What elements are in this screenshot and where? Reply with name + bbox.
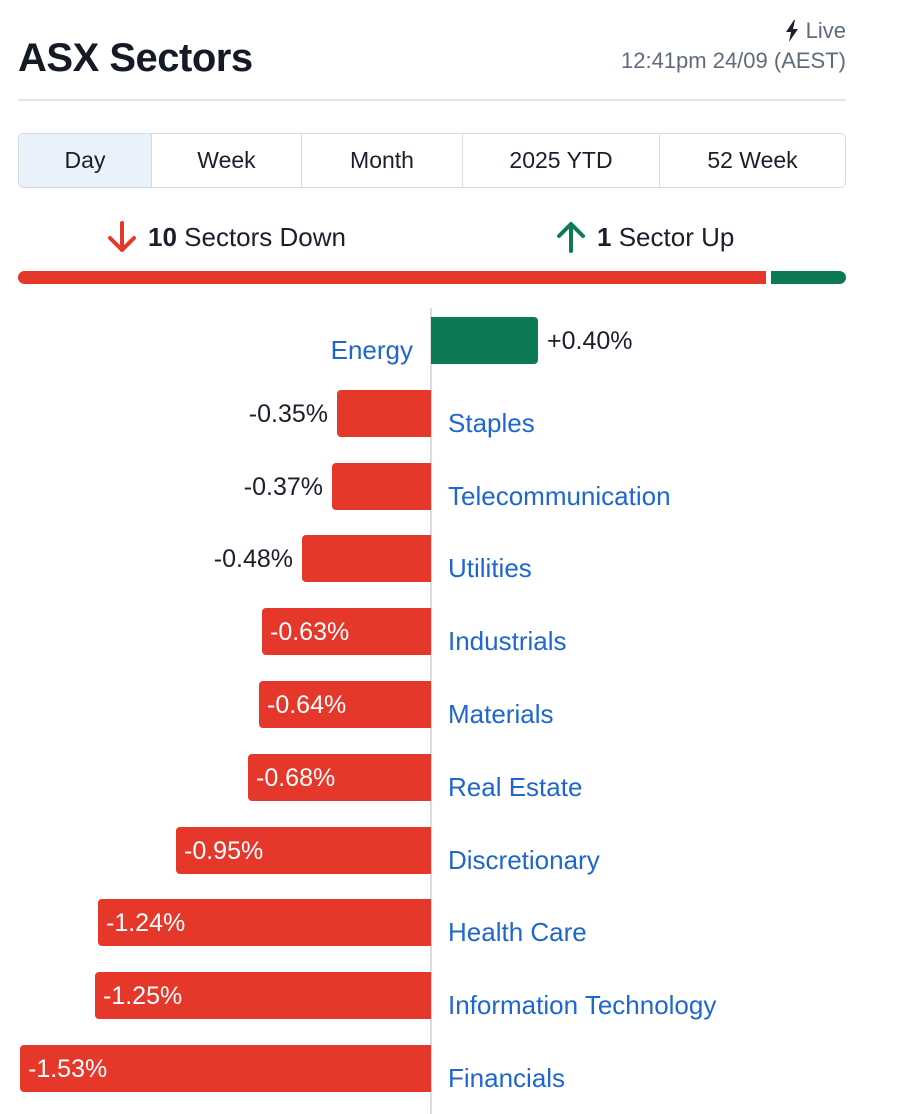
- sector-link-health-care[interactable]: Health Care: [448, 917, 587, 947]
- bar-industrials: [262, 608, 431, 655]
- value-label-materials: -0.64%: [267, 691, 347, 719]
- sectors-down-summary: 10 Sectors Down: [106, 220, 346, 254]
- bar-utilities: [302, 535, 431, 582]
- bar-information-technology: [95, 972, 431, 1019]
- tab-2025-ytd[interactable]: 2025 YTD: [463, 134, 660, 187]
- sectors-up-text: Sector Up: [618, 221, 735, 252]
- value-label-telecommunication: -0.37%: [243, 473, 323, 501]
- value-label-financials: -1.53%: [28, 1055, 108, 1083]
- bar-discretionary: [176, 827, 431, 874]
- lightning-icon: [785, 20, 798, 42]
- sector-link-information-technology[interactable]: Information Technology: [448, 990, 717, 1020]
- timestamp: 12:41pm 24/09 (AEST): [620, 48, 846, 73]
- value-label-discretionary: -0.95%: [184, 837, 264, 865]
- arrow-up-icon: [557, 222, 585, 253]
- value-label-energy: +0.40%: [547, 327, 633, 355]
- bar-health-care: [98, 899, 431, 946]
- page-title: ASX Sectors: [18, 36, 253, 80]
- live-indicator: Live: [784, 18, 846, 44]
- value-label-real-estate: -0.68%: [256, 764, 336, 792]
- ratio-down-segment: [18, 271, 766, 284]
- value-label-staples: -0.35%: [248, 400, 328, 428]
- tab-month[interactable]: Month: [302, 134, 463, 187]
- sectors-up-summary: 1 Sector Up: [555, 220, 734, 254]
- bar-materials: [259, 681, 431, 728]
- period-tabs: Day Week Month 2025 YTD 52 Week: [18, 133, 846, 188]
- bar-staples: [337, 390, 431, 437]
- value-label-utilities: -0.48%: [213, 545, 293, 573]
- bar-energy: [431, 317, 538, 364]
- value-label-industrials: -0.63%: [270, 618, 350, 646]
- arrow-down-icon: [108, 221, 136, 252]
- sector-link-energy[interactable]: Energy: [330, 335, 413, 365]
- chart-zero-axis: [430, 308, 432, 1114]
- sector-link-materials[interactable]: Materials: [448, 699, 554, 729]
- sector-link-telecommunication[interactable]: Telecommunication: [448, 481, 671, 511]
- up-down-ratio-bar: [18, 271, 846, 284]
- sector-link-discretionary[interactable]: Discretionary: [448, 845, 600, 875]
- bar-telecommunication: [332, 463, 431, 510]
- ratio-up-segment: [771, 271, 846, 284]
- value-label-health-care: -1.24%: [106, 909, 186, 937]
- sectors-up-count: 1: [597, 221, 612, 252]
- tab-week[interactable]: Week: [152, 134, 302, 187]
- header-divider: [18, 99, 846, 101]
- tab-52-week[interactable]: 52 Week: [707, 147, 798, 173]
- sector-link-real-estate[interactable]: Real Estate: [448, 772, 583, 802]
- sectors-down-count: 10: [148, 221, 177, 252]
- sectors-down-text: Sectors Down: [184, 221, 346, 252]
- live-label: Live: [805, 18, 846, 43]
- sector-link-staples[interactable]: Staples: [448, 408, 535, 438]
- bar-real-estate: [248, 754, 431, 801]
- tab-day[interactable]: Day: [19, 134, 152, 187]
- bar-financials: [20, 1045, 431, 1092]
- sector-link-financials[interactable]: Financials: [448, 1063, 566, 1093]
- value-label-information-technology: -1.25%: [103, 982, 183, 1010]
- sector-link-utilities[interactable]: Utilities: [448, 553, 532, 583]
- sector-link-industrials[interactable]: Industrials: [448, 626, 567, 656]
